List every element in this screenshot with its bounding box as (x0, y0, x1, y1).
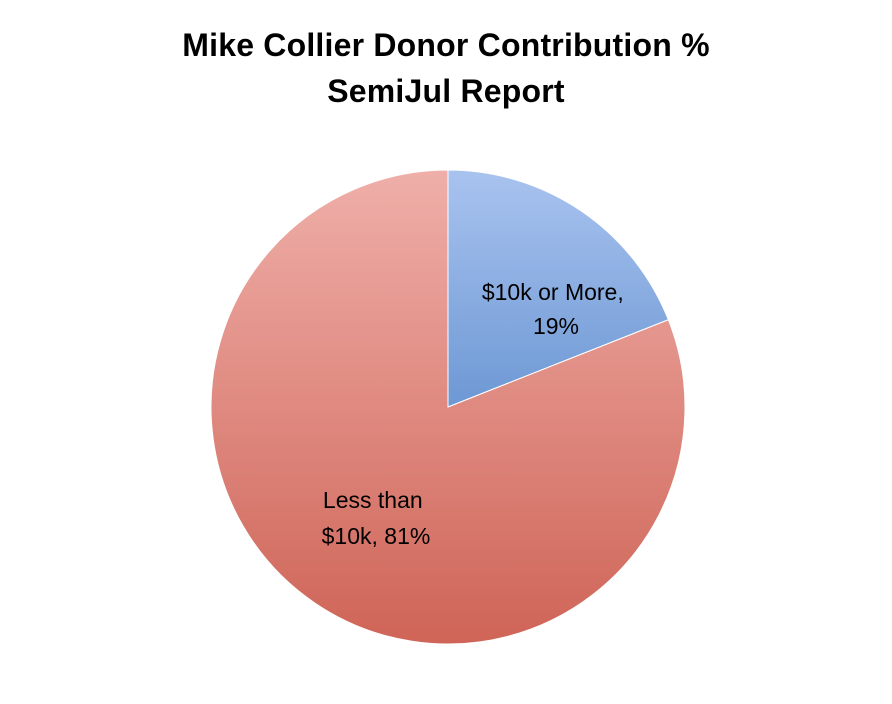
chart-title: Mike Collier Donor Contribution % SemiJu… (0, 22, 892, 114)
slice-label-10k-or-more-line-2: 19% (533, 313, 579, 339)
pie-slice-10k-or-more (447, 169, 670, 408)
chart-title-line-1: Mike Collier Donor Contribution % (182, 27, 710, 63)
slice-label-less-than-10k-line-2: $10k, 81% (322, 523, 431, 549)
slice-label-less-than-10k: Less than $10k, 81% (322, 487, 431, 549)
slice-label-10k-or-more: $10k or More, 19% (482, 279, 630, 339)
pie-slice-less-than-10k (210, 169, 686, 645)
slice-label-10k-or-more-line-1: $10k or More, (482, 279, 624, 305)
slice-label-less-than-10k-line-1: Less than (323, 487, 423, 513)
chart-title-line-2: SemiJul Report (327, 73, 565, 109)
